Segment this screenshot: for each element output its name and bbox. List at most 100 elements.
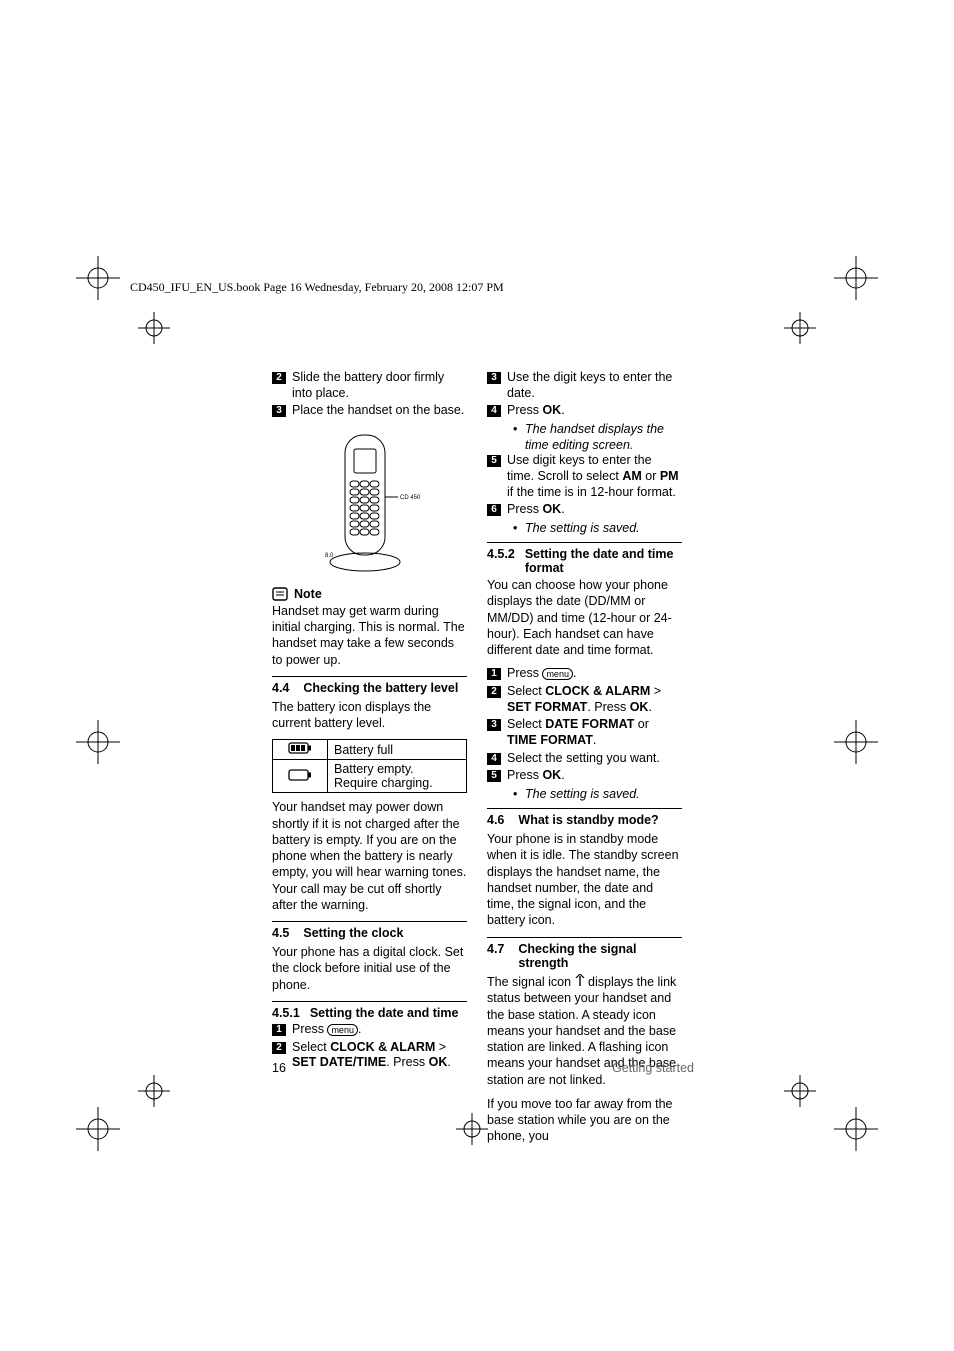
note-body: Handset may get warm during initial char… xyxy=(272,603,467,668)
battery-full-label: Battery full xyxy=(328,740,467,760)
note-icon xyxy=(272,587,288,601)
subsection-title: Setting the date and time xyxy=(310,1006,459,1020)
step-r4: 4 Press OK. xyxy=(487,403,682,419)
section-4-6-head: 4.6 What is standby mode? xyxy=(487,813,682,827)
step-text: Select CLOCK & ALARM > SET DATE/TIME. Pr… xyxy=(292,1040,467,1071)
handset-diagram: 8.0 CD 450 xyxy=(272,427,467,575)
signal-icon xyxy=(575,974,585,990)
sub-bullet: The setting is saved. xyxy=(517,520,682,536)
menu-key-icon: menu xyxy=(327,1024,358,1036)
doc-header: CD450_IFU_EN_US.book Page 16 Wednesday, … xyxy=(130,280,504,295)
step-badge-3: 3 xyxy=(487,719,501,731)
step-text: Use digit keys to enter the time. Scroll… xyxy=(507,453,682,500)
section-rule xyxy=(487,808,682,809)
sec452-intro: You can choose how your phone displays t… xyxy=(487,577,682,658)
reg-mark-icon xyxy=(834,256,878,300)
section-title: Checking the battery level xyxy=(303,681,458,695)
step-text: Select the setting you want. xyxy=(507,751,682,767)
sec47-body-2: If you move too far away from the base s… xyxy=(487,1096,682,1145)
step-badge-3: 3 xyxy=(487,372,501,384)
section-rule xyxy=(272,921,467,922)
subsection-num: 4.5.1 xyxy=(272,1006,300,1020)
step-badge-6: 6 xyxy=(487,504,501,516)
step-text: Use the digit keys to enter the date. xyxy=(507,370,682,401)
content-columns: 2 Slide the battery door firmly into pla… xyxy=(272,370,682,1153)
section-rule xyxy=(272,1001,467,1002)
battery-full-icon xyxy=(273,740,328,760)
doc-header-text: CD450_IFU_EN_US.book Page 16 Wednesday, … xyxy=(130,280,504,294)
section-4-5-1-head: 4.5.1 Setting the date and time xyxy=(272,1006,467,1020)
step-2: 2 Slide the battery door firmly into pla… xyxy=(272,370,467,401)
step-r3: 3 Use the digit keys to enter the date. xyxy=(487,370,682,401)
step-451-1: 1 Press menu. xyxy=(272,1022,467,1038)
crosshair-icon xyxy=(778,306,822,350)
step-3: 3 Place the handset on the base. xyxy=(272,403,467,419)
section-rule xyxy=(272,676,467,677)
svg-text:CD 450: CD 450 xyxy=(400,495,421,501)
step-3-text: Place the handset on the base. xyxy=(292,403,467,419)
step-badge-5: 5 xyxy=(487,770,501,782)
page-number: 16 xyxy=(272,1061,286,1075)
battery-empty-label: Battery empty. Require charging. xyxy=(328,760,467,793)
step-f4: 4 Select the setting you want. xyxy=(487,751,682,767)
sec45-body: Your phone has a digital clock. Set the … xyxy=(272,944,467,993)
section-4-7-head: 4.7 Checking the signal strength xyxy=(487,942,682,970)
footer-label: Getting started xyxy=(612,1061,694,1075)
sub-bullet: The handset displays the time editing sc… xyxy=(517,421,682,454)
step-badge-5: 5 xyxy=(487,455,501,467)
step-f5: 5 Press OK. xyxy=(487,768,682,784)
step-text: Press menu. xyxy=(507,666,682,682)
section-4-5-head: 4.5 Setting the clock xyxy=(272,926,467,940)
sec44-body: Your handset may power down shortly if i… xyxy=(272,799,467,913)
step-f1: 1 Press menu. xyxy=(487,666,682,682)
reg-mark-icon xyxy=(834,1107,878,1151)
step-text: Press OK. xyxy=(507,403,682,419)
step-badge-2: 2 xyxy=(487,686,501,698)
battery-table: Battery full Battery empty. Require char… xyxy=(272,739,467,793)
menu-key-icon: menu xyxy=(542,668,573,680)
step-f2: 2 Select CLOCK & ALARM > SET FORMAT. Pre… xyxy=(487,684,682,715)
section-rule xyxy=(487,937,682,938)
step-2-text: Slide the battery door firmly into place… xyxy=(292,370,467,401)
right-column: 3 Use the digit keys to enter the date. … xyxy=(487,370,682,1153)
step-text: Press OK. xyxy=(507,768,682,784)
step-badge-2: 2 xyxy=(272,1042,286,1054)
crosshair-icon xyxy=(132,1069,176,1113)
reg-mark-icon xyxy=(76,1107,120,1151)
table-row: Battery empty. Require charging. xyxy=(273,760,467,793)
section-4-5-2-head: 4.5.2 Setting the date and time format xyxy=(487,547,682,575)
step-badge-4: 4 xyxy=(487,753,501,765)
step-badge-1: 1 xyxy=(487,668,501,680)
crosshair-icon xyxy=(132,306,176,350)
step-451-2: 2 Select CLOCK & ALARM > SET DATE/TIME. … xyxy=(272,1040,467,1071)
svg-text:8.0: 8.0 xyxy=(325,553,334,559)
crosshair-icon xyxy=(778,1069,822,1113)
sub-bullet: The setting is saved. xyxy=(517,786,682,802)
section-title: Setting the clock xyxy=(303,926,403,940)
reg-mark-icon xyxy=(834,720,878,764)
subsection-title: Setting the date and time format xyxy=(525,547,682,575)
step-f3: 3 Select DATE FORMAT or TIME FORMAT. xyxy=(487,717,682,748)
step-text: Press menu. xyxy=(292,1022,467,1038)
battery-empty-icon xyxy=(273,760,328,793)
note-label: Note xyxy=(294,587,322,601)
step-text: Select CLOCK & ALARM > SET FORMAT. Press… xyxy=(507,684,682,715)
sec44-intro: The battery icon displays the current ba… xyxy=(272,699,467,732)
section-num: 4.5 xyxy=(272,926,289,940)
sec46-body: Your phone is in standby mode when it is… xyxy=(487,831,682,929)
note-row: Note xyxy=(272,587,467,601)
section-4-4-head: 4.4 Checking the battery level xyxy=(272,681,467,695)
step-badge-4: 4 xyxy=(487,405,501,417)
step-r6: 6 Press OK. xyxy=(487,502,682,518)
table-row: Battery full xyxy=(273,740,467,760)
section-title: What is standby mode? xyxy=(518,813,658,827)
step-text: Select DATE FORMAT or TIME FORMAT. xyxy=(507,717,682,748)
step-r5: 5 Use digit keys to enter the time. Scro… xyxy=(487,453,682,500)
reg-mark-icon xyxy=(76,720,120,764)
section-rule xyxy=(487,542,682,543)
section-num: 4.4 xyxy=(272,681,289,695)
step-badge-2: 2 xyxy=(272,372,286,384)
section-num: 4.7 xyxy=(487,942,504,970)
section-title: Checking the signal strength xyxy=(518,942,682,970)
left-column: 2 Slide the battery door firmly into pla… xyxy=(272,370,467,1153)
